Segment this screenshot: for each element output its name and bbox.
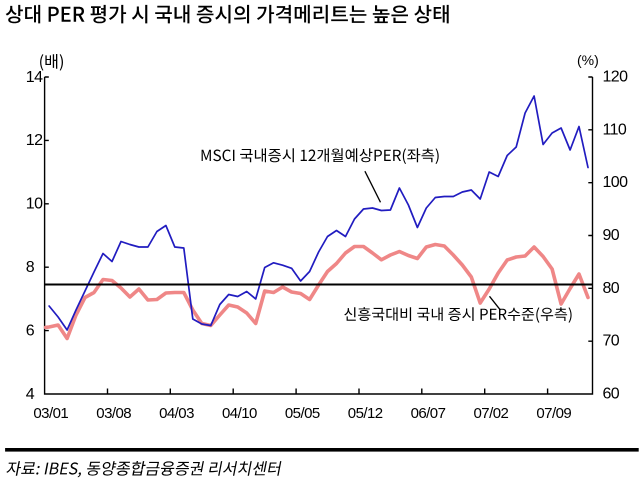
svg-text:03/08: 03/08 [96,405,131,422]
svg-text:110: 110 [603,121,627,138]
svg-text:03/01: 03/01 [33,405,68,422]
svg-text:60: 60 [603,386,620,403]
svg-text:14: 14 [26,69,43,86]
svg-text:4: 4 [26,386,35,403]
svg-text:12: 12 [26,132,43,149]
svg-text:120: 120 [603,69,629,86]
svg-text:90: 90 [603,227,620,244]
svg-text:80: 80 [603,280,620,297]
svg-text:8: 8 [26,259,35,276]
svg-text:100: 100 [603,174,629,191]
svg-text:05/05: 05/05 [285,405,320,422]
svg-text:06/07: 06/07 [411,405,446,422]
svg-text:07/02: 07/02 [474,405,509,422]
svg-text:05/12: 05/12 [348,405,383,422]
svg-text:70: 70 [603,333,620,350]
svg-text:04/03: 04/03 [159,405,194,422]
svg-text:04/10: 04/10 [222,405,257,422]
svg-text:10: 10 [26,196,43,213]
svg-text:6: 6 [26,322,35,339]
svg-text:07/09: 07/09 [536,405,571,422]
svg-text:(%): (%) [577,52,599,68]
